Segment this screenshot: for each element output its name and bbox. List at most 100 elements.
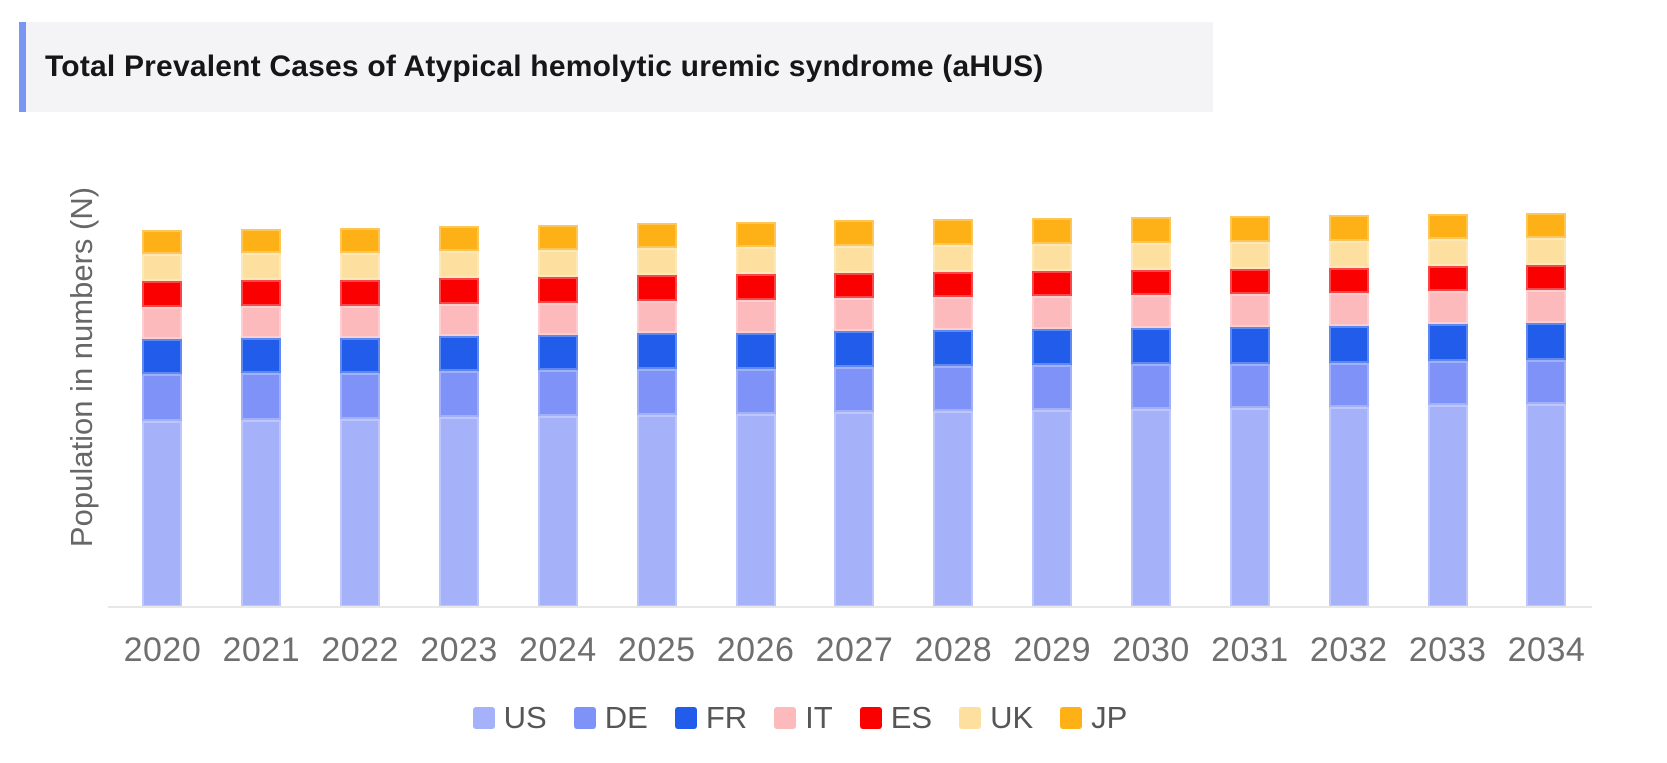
bar-segment-it-2034[interactable] [1526, 290, 1567, 323]
legend-item-es[interactable]: ES [859, 700, 932, 736]
bar-segment-uk-2034[interactable] [1526, 238, 1567, 265]
legend-item-fr[interactable]: FR [674, 700, 747, 736]
bar-segment-uk-2032[interactable] [1328, 241, 1369, 268]
bar-segment-uk-2031[interactable] [1229, 242, 1270, 269]
bar-segment-jp-2034[interactable] [1526, 213, 1567, 238]
bar-segment-us-2027[interactable] [834, 412, 875, 607]
bar-segment-uk-2028[interactable] [933, 245, 974, 272]
bar-segment-us-2032[interactable] [1328, 407, 1369, 607]
bar-segment-fr-2020[interactable] [142, 339, 183, 374]
bar-segment-it-2020[interactable] [142, 307, 183, 339]
bar-segment-us-2026[interactable] [735, 414, 776, 607]
legend-item-uk[interactable]: UK [959, 700, 1033, 736]
bar-segment-it-2023[interactable] [439, 304, 479, 336]
bar-segment-us-2020[interactable] [142, 421, 183, 607]
bar-segment-de-2026[interactable] [735, 369, 776, 414]
bar-segment-fr-2022[interactable] [340, 338, 381, 373]
bar-segment-us-2031[interactable] [1229, 408, 1270, 607]
bar-segment-us-2021[interactable] [241, 420, 282, 607]
bar-segment-fr-2033[interactable] [1427, 324, 1468, 361]
bar-segment-es-2033[interactable] [1427, 266, 1468, 291]
bar-segment-fr-2026[interactable] [735, 333, 776, 369]
bar-segment-de-2031[interactable] [1229, 364, 1270, 408]
bar-segment-fr-2031[interactable] [1229, 327, 1270, 364]
bar-segment-uk-2022[interactable] [340, 253, 381, 280]
bar-segment-de-2021[interactable] [241, 373, 282, 420]
bar-segment-de-2033[interactable] [1427, 361, 1468, 405]
bar-segment-es-2028[interactable] [933, 272, 974, 297]
bar-segment-it-2032[interactable] [1328, 293, 1369, 326]
bar-segment-fr-2023[interactable] [439, 336, 479, 371]
bar-segment-es-2030[interactable] [1131, 270, 1172, 295]
bar-segment-de-2023[interactable] [439, 371, 479, 417]
bar-segment-de-2027[interactable] [834, 367, 875, 412]
bar-segment-jp-2020[interactable] [142, 230, 183, 254]
bar-segment-de-2020[interactable] [142, 374, 183, 421]
bar-segment-jp-2028[interactable] [933, 219, 974, 245]
bar-segment-fr-2032[interactable] [1328, 326, 1369, 363]
bar-segment-jp-2033[interactable] [1427, 214, 1468, 239]
bar-segment-de-2024[interactable] [537, 370, 578, 416]
bar-segment-fr-2027[interactable] [834, 331, 875, 367]
bar-segment-fr-2021[interactable] [241, 338, 282, 373]
bar-segment-uk-2027[interactable] [834, 246, 875, 273]
bar-segment-us-2024[interactable] [537, 416, 578, 607]
bar-segment-uk-2023[interactable] [439, 251, 479, 278]
bar-segment-it-2033[interactable] [1427, 291, 1468, 324]
bar-segment-it-2026[interactable] [735, 300, 776, 333]
bar-segment-uk-2021[interactable] [241, 253, 282, 280]
bar-segment-us-2023[interactable] [439, 417, 479, 607]
bar-segment-jp-2027[interactable] [834, 220, 875, 246]
bar-segment-es-2034[interactable] [1526, 265, 1567, 290]
bar-segment-uk-2026[interactable] [735, 247, 776, 274]
bar-segment-uk-2030[interactable] [1131, 243, 1172, 270]
bar-segment-de-2022[interactable] [340, 373, 381, 419]
bar-segment-jp-2025[interactable] [636, 223, 677, 248]
bar-segment-it-2022[interactable] [340, 306, 381, 338]
bar-segment-es-2022[interactable] [340, 280, 381, 306]
bar-segment-it-2031[interactable] [1229, 294, 1270, 327]
bar-segment-us-2028[interactable] [933, 411, 974, 607]
bar-segment-uk-2024[interactable] [537, 250, 578, 277]
bar-segment-it-2021[interactable] [241, 306, 282, 338]
bar-segment-uk-2033[interactable] [1427, 239, 1468, 266]
bar-segment-fr-2025[interactable] [636, 333, 677, 369]
bar-segment-it-2028[interactable] [933, 297, 974, 330]
bar-segment-es-2026[interactable] [735, 274, 776, 300]
bar-segment-es-2025[interactable] [636, 275, 677, 301]
bar-segment-fr-2028[interactable] [933, 330, 974, 366]
bar-segment-de-2034[interactable] [1526, 360, 1567, 404]
bar-segment-it-2025[interactable] [636, 301, 677, 333]
bar-segment-us-2033[interactable] [1427, 405, 1468, 607]
bar-segment-it-2024[interactable] [537, 303, 578, 335]
bar-segment-jp-2031[interactable] [1229, 216, 1270, 242]
bar-segment-uk-2020[interactable] [142, 254, 183, 281]
bar-segment-it-2029[interactable] [1032, 296, 1073, 329]
bar-segment-jp-2032[interactable] [1328, 215, 1369, 241]
bar-segment-jp-2023[interactable] [439, 226, 479, 251]
bar-segment-us-2030[interactable] [1131, 409, 1172, 607]
bar-segment-es-2023[interactable] [439, 278, 479, 304]
bar-segment-es-2021[interactable] [241, 280, 282, 306]
bar-segment-de-2030[interactable] [1131, 364, 1172, 409]
bar-segment-es-2029[interactable] [1032, 271, 1073, 296]
bar-segment-jp-2029[interactable] [1032, 218, 1073, 244]
bar-segment-es-2027[interactable] [834, 273, 875, 298]
bar-segment-es-2024[interactable] [537, 277, 578, 303]
bar-segment-de-2025[interactable] [636, 369, 677, 415]
legend-item-de[interactable]: DE [573, 700, 648, 736]
legend-item-us[interactable]: US [472, 700, 547, 736]
bar-segment-jp-2024[interactable] [537, 225, 578, 250]
bar-segment-jp-2030[interactable] [1131, 217, 1172, 243]
bar-segment-fr-2029[interactable] [1032, 329, 1073, 365]
bar-segment-jp-2026[interactable] [735, 222, 776, 247]
bar-segment-us-2029[interactable] [1032, 410, 1073, 607]
bar-segment-es-2031[interactable] [1229, 269, 1270, 294]
bar-segment-us-2034[interactable] [1526, 404, 1567, 607]
legend-item-jp[interactable]: JP [1060, 700, 1127, 736]
legend-item-it[interactable]: IT [774, 700, 833, 736]
bar-segment-us-2022[interactable] [340, 419, 381, 607]
bar-segment-de-2028[interactable] [933, 366, 974, 411]
bar-segment-jp-2022[interactable] [340, 228, 381, 253]
bar-segment-es-2032[interactable] [1328, 268, 1369, 293]
